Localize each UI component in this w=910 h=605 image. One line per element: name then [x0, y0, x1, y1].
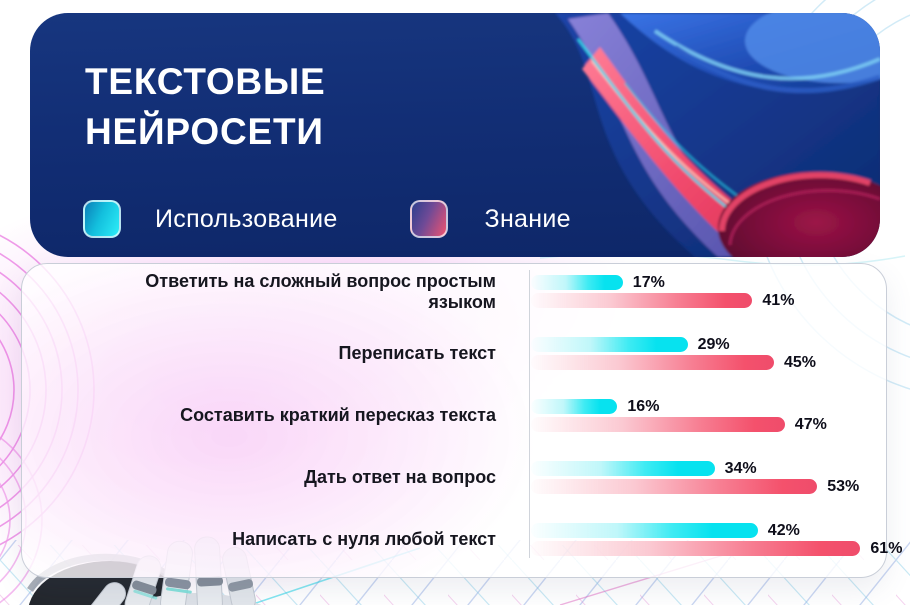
chart-row: Переписать текст 29% 45% [22, 335, 888, 371]
category-label: Ответить на сложный вопрос простым языко… [145, 270, 496, 312]
bar-group: 42% 61% [531, 521, 903, 557]
knowledge-value-label: 53% [827, 477, 860, 495]
axis-divider-line [529, 270, 530, 558]
usage-legend-label: Использование [155, 204, 338, 233]
usage-value-label: 16% [627, 397, 660, 415]
chart-row: Составить краткий пересказ текста 16% 47… [22, 397, 888, 433]
chart-row: Ответить на сложный вопрос простым языко… [22, 270, 888, 312]
title-line-1: ТЕКСТОВЫЕ [85, 61, 326, 102]
usage-value-label: 17% [632, 273, 665, 291]
usage-value-label: 29% [697, 335, 730, 353]
chart-rows: Ответить на сложный вопрос простым языко… [22, 270, 902, 565]
category-label: Дать ответ на вопрос [304, 467, 496, 487]
usage-value-label: 34% [724, 459, 757, 477]
knowledge-value-label: 45% [784, 353, 817, 371]
usage-bar-line: 17% [531, 273, 794, 291]
knowledge-bar-line: 61% [531, 539, 903, 557]
bar-group: 17% 41% [531, 273, 795, 309]
usage-bar-line: 34% [531, 459, 859, 477]
bar-group: 29% 45% [531, 335, 817, 371]
usage-value-label: 42% [767, 521, 800, 539]
usage-bar-line: 16% [531, 397, 827, 415]
knowledge-legend-swatch-icon [409, 200, 448, 238]
usage-bar [531, 275, 623, 290]
bar-group: 34% 53% [531, 459, 860, 495]
knowledge-bar [531, 479, 818, 494]
page-title: ТЕКСТОВЫЕ НЕЙРОСЕТИ [85, 57, 325, 157]
header-banner: ТЕКСТОВЫЕ НЕЙРОСЕТИ Использование Знание [30, 13, 880, 257]
usage-bar [531, 399, 618, 414]
usage-bar [531, 461, 715, 476]
chart-row: Написать с нуля любой текст 42% 61% [22, 522, 902, 557]
knowledge-bar [531, 541, 861, 556]
knowledge-bar-line: 53% [531, 477, 860, 495]
knowledge-value-label: 41% [762, 291, 795, 309]
knowledge-bar [531, 293, 753, 308]
knowledge-value-label: 61% [870, 539, 903, 557]
knowledge-legend-label: Знание [484, 204, 571, 233]
chart-row: Дать ответ на вопрос 34% 53% [22, 459, 888, 495]
title-line-2: НЕЙРОСЕТИ [85, 111, 324, 152]
knowledge-bar-line: 45% [531, 353, 817, 371]
usage-bar [531, 337, 688, 352]
fluid-art-image [555, 13, 880, 257]
category-label: Переписать текст [338, 343, 496, 363]
chart-panel: Ответить на сложный вопрос простым языко… [21, 263, 902, 578]
knowledge-value-label: 47% [794, 415, 827, 433]
knowledge-bar [531, 417, 785, 432]
category-label: Составить краткий пересказ текста [180, 405, 496, 425]
category-label: Написать с нуля любой текст [232, 529, 496, 549]
chart-legend: Использование Знание [83, 200, 571, 238]
usage-legend-swatch-icon [83, 200, 121, 238]
knowledge-bar [531, 355, 774, 370]
knowledge-bar-line: 41% [531, 291, 795, 309]
usage-bar-line: 42% [531, 521, 902, 539]
usage-bar [531, 523, 758, 538]
usage-bar-line: 29% [531, 335, 816, 353]
knowledge-bar-line: 47% [531, 415, 827, 433]
bar-group: 16% 47% [531, 397, 827, 433]
